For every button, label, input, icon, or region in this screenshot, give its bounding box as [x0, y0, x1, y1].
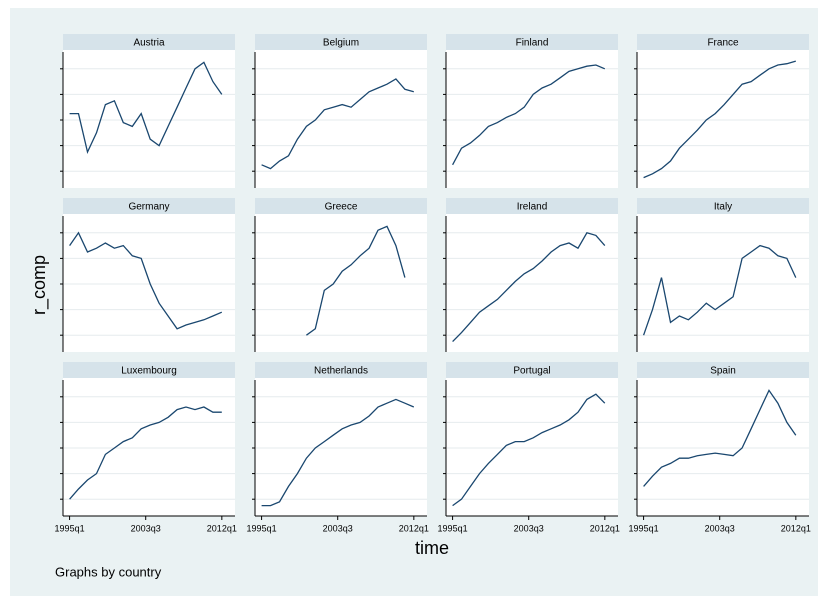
- note: Graphs by country: [55, 564, 162, 579]
- panel-title: Ireland: [517, 202, 548, 213]
- panel-title: Finland: [516, 38, 549, 49]
- x-tick-label: 2012q1: [207, 523, 237, 533]
- series-line: [642, 244, 797, 336]
- panel-plot: [255, 378, 427, 516]
- panel-title: Italy: [714, 202, 732, 213]
- x-tick-label: 2003q3: [323, 523, 353, 533]
- panel-title: Luxembourg: [121, 366, 177, 377]
- x-tick-label: 2012q1: [781, 523, 811, 533]
- panel-plot: [255, 214, 427, 352]
- panel-plot: [63, 378, 235, 516]
- series-line: [306, 225, 406, 336]
- panel-header: [637, 34, 809, 50]
- series-line: [69, 231, 223, 330]
- y-axis-title: r_comp: [29, 255, 50, 315]
- panel-header: [446, 362, 618, 378]
- panel-plot: [637, 214, 809, 352]
- series-line: [643, 389, 797, 487]
- panel-header: [446, 198, 618, 214]
- x-tick-label: 1995q1: [438, 523, 468, 533]
- panel-title: Austria: [133, 38, 165, 49]
- panel-header: [255, 34, 427, 50]
- x-tick-label: 2003q3: [705, 523, 735, 533]
- panel-title: France: [707, 38, 739, 49]
- panel-title: Germany: [128, 202, 169, 213]
- x-tick-label: 2003q3: [514, 523, 544, 533]
- panel-header: [63, 198, 235, 214]
- panel-title: Spain: [710, 366, 736, 377]
- x-tick-label: 1995q1: [247, 523, 277, 533]
- series-line: [261, 78, 414, 170]
- panel-header: [446, 34, 618, 50]
- series-line: [452, 64, 606, 166]
- x-tick-label: 2003q3: [131, 523, 161, 533]
- x-tick-label: 1995q1: [55, 523, 85, 533]
- panel-title: Portugal: [513, 366, 550, 377]
- panel-plot: [446, 50, 618, 188]
- panel-header: [255, 362, 427, 378]
- series-line: [452, 232, 606, 343]
- panel-plot: [637, 378, 809, 516]
- panel-plot: [446, 378, 618, 516]
- panel-plot: [446, 214, 618, 352]
- panel-header: [63, 34, 235, 50]
- panel-title: Netherlands: [314, 366, 368, 377]
- x-tick-label: 2012q1: [590, 523, 620, 533]
- x-tick-label: 2012q1: [399, 523, 429, 533]
- series-line: [69, 406, 222, 500]
- panel-header: [637, 362, 809, 378]
- series-line: [452, 393, 606, 507]
- series-line: [261, 398, 415, 507]
- panel-plot: [63, 50, 235, 188]
- panel-header: [637, 198, 809, 214]
- panel-plot: [63, 214, 235, 352]
- series-line: [643, 60, 796, 179]
- x-tick-label: 1995q1: [629, 523, 659, 533]
- panel-plot: [255, 50, 427, 188]
- x-axis-title: time: [415, 538, 449, 558]
- panel-title: Belgium: [323, 38, 359, 49]
- panel-header: [63, 362, 235, 378]
- panel-title: Greece: [325, 202, 358, 213]
- series-line: [69, 61, 223, 154]
- panel-header: [255, 198, 427, 214]
